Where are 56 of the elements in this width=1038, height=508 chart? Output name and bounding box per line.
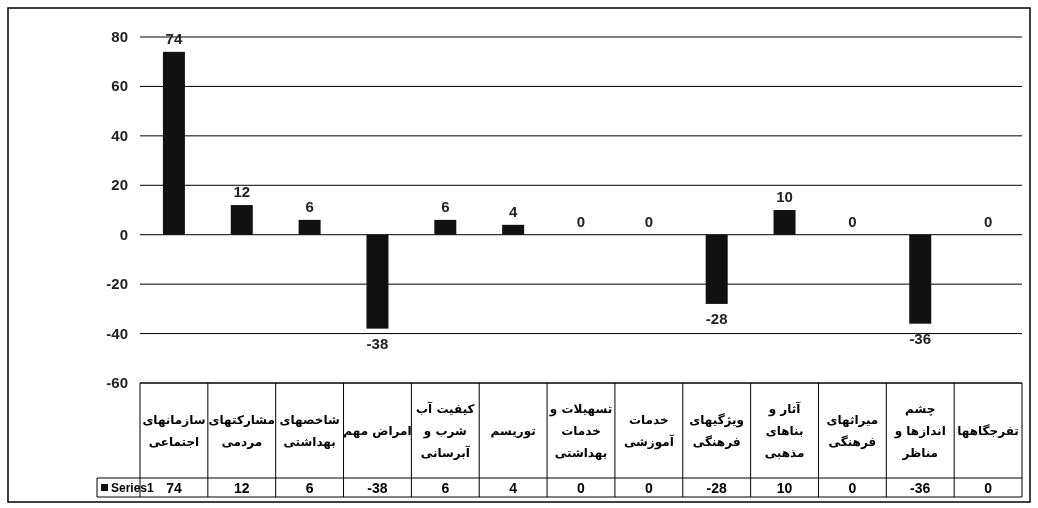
data-label: 6 — [441, 480, 450, 496]
x-tick-label: چشم اندازها و مناظر — [893, 401, 946, 460]
x-tick-label: خدمات آموزشی — [623, 412, 675, 450]
y-tick-label: 20 — [111, 176, 128, 194]
x-tick-label: توریسم — [490, 423, 536, 439]
data-label: 10 — [776, 480, 793, 496]
y-tick-label: 40 — [111, 126, 128, 144]
x-tick-label: ویژگیهای فرهنگی — [689, 412, 745, 449]
bar — [705, 234, 728, 304]
data-label: -38 — [366, 334, 389, 352]
y-tick-label: 60 — [111, 77, 128, 95]
x-tick-label: شاخصهای بهداشتی — [279, 412, 340, 449]
legend-label: Series1 — [111, 481, 155, 495]
data-label: -36 — [909, 329, 932, 347]
data-label: 0 — [576, 212, 586, 230]
y-tick-label: 80 — [111, 28, 128, 45]
data-label: 0 — [848, 212, 857, 230]
y-tick-label: -40 — [106, 324, 128, 342]
y-tick-label: -20 — [106, 275, 128, 293]
data-label: 0 — [984, 480, 993, 496]
x-tick-label: تسهیلات و خدمات بهداشتی — [548, 401, 613, 460]
data-label: 6 — [441, 197, 450, 215]
data-label: -36 — [910, 480, 931, 496]
data-label: 0 — [644, 212, 654, 230]
bar — [909, 234, 932, 324]
data-label: 0 — [848, 480, 857, 496]
data-label: 4 — [509, 480, 518, 496]
data-label: 4 — [508, 202, 518, 220]
data-label: 12 — [233, 183, 251, 201]
x-tick-label: میراثهای فرهنگی — [826, 412, 879, 449]
y-tick-label: 0 — [119, 225, 128, 243]
data-label: -38 — [367, 480, 388, 496]
x-tick-label: امراض مهم — [343, 423, 412, 438]
x-tick-label: تفرجگاهها — [957, 423, 1019, 438]
data-label: 6 — [305, 480, 314, 496]
data-label: 6 — [305, 197, 314, 215]
data-label: -28 — [705, 309, 728, 327]
data-label: 0 — [983, 212, 993, 230]
x-tick-label: مشارکتهای مردمی — [208, 412, 275, 449]
bar — [366, 234, 389, 329]
bar — [298, 219, 321, 235]
data-label: 12 — [233, 480, 250, 496]
data-label: 0 — [644, 480, 653, 496]
bar — [434, 219, 457, 235]
bar — [773, 210, 796, 235]
x-tick-label: سازمانهای اجتماعی — [142, 412, 206, 449]
x-tick-label: کیفیت آب شرب و آبرسانی — [416, 400, 475, 460]
data-label: -28 — [706, 480, 728, 496]
bar — [162, 51, 185, 235]
bar — [502, 224, 525, 235]
bar — [230, 205, 253, 235]
y-tick-label: -60 — [106, 374, 128, 391]
data-label: 0 — [577, 480, 586, 496]
data-label: 10 — [776, 188, 793, 205]
data-label: 74 — [166, 480, 182, 496]
x-tick-label: آثار و بناهای مذهبی — [764, 400, 805, 460]
